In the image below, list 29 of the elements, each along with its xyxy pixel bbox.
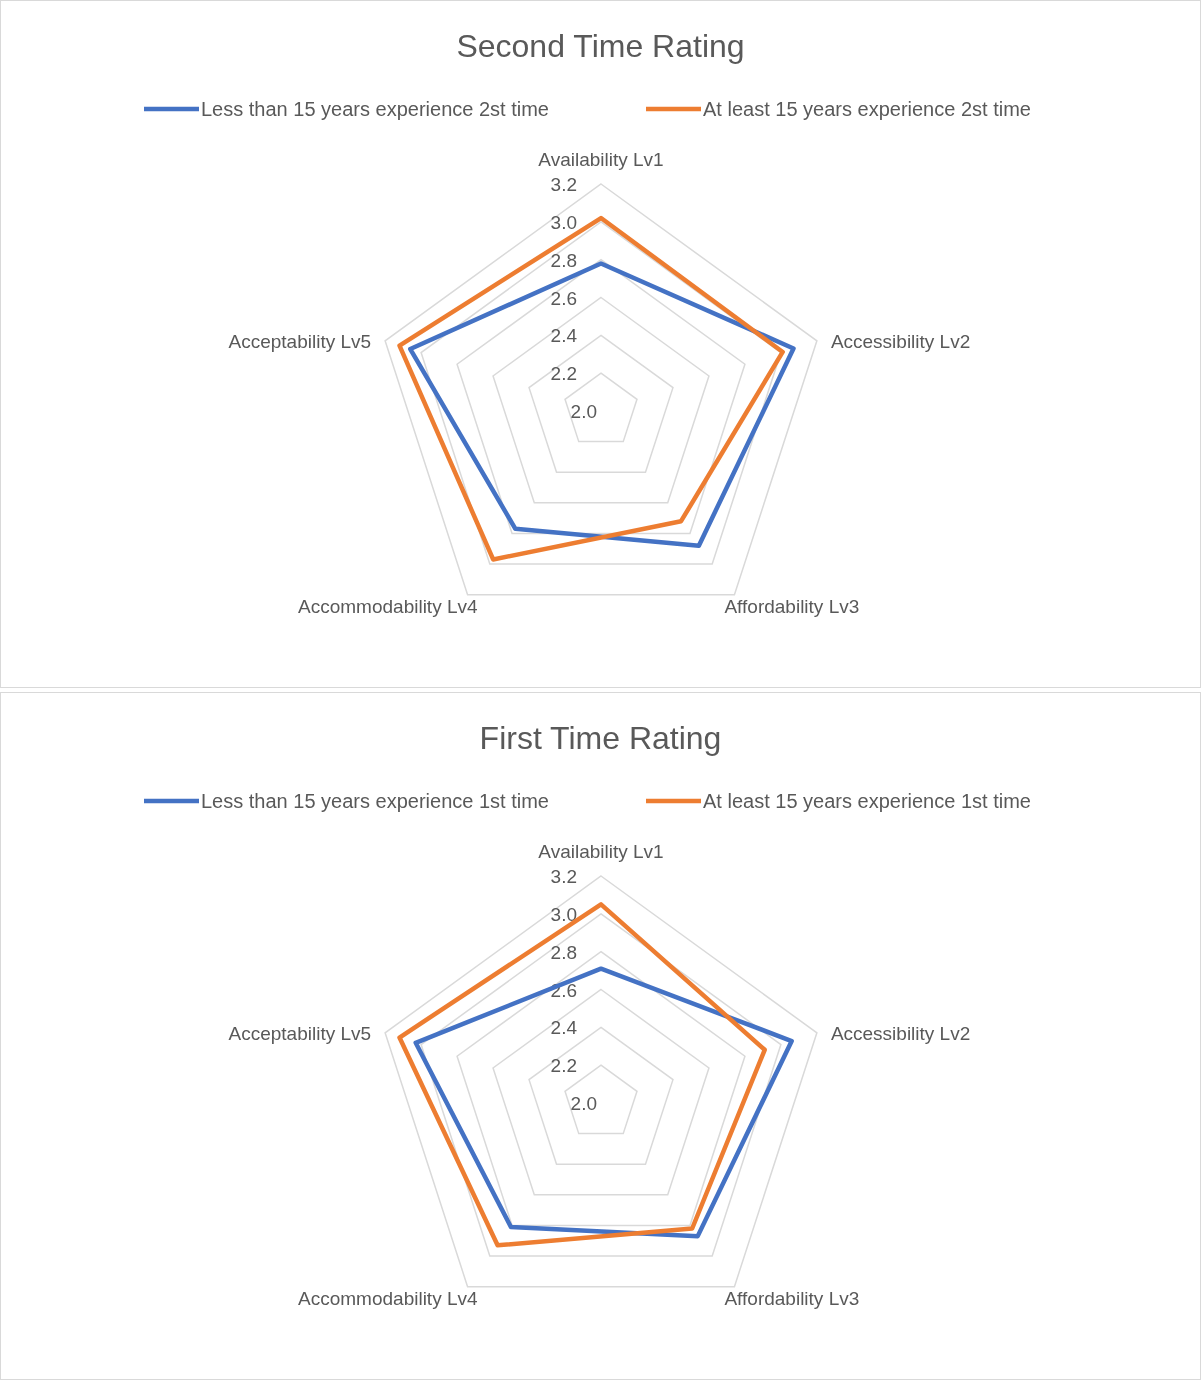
chart-title: Second Time Rating: [456, 28, 745, 64]
spoke-label: Affordability Lv3: [724, 595, 860, 617]
spoke-label: Acceptability Lv5: [228, 1022, 372, 1044]
y-tick-label: 2.4: [550, 1017, 578, 1039]
y-tick-label: 2.0: [570, 401, 597, 422]
y-tick-label: 2.8: [550, 941, 577, 963]
y-tick-label: 2.2: [550, 1055, 577, 1077]
y-tick-label: 2.6: [550, 287, 577, 309]
spoke-label: Availability Lv1: [538, 841, 664, 862]
spoke-label: Affordability Lv3: [724, 1287, 860, 1309]
y-tick-label: 2.8: [550, 249, 577, 271]
spoke-label: Accommodability Lv4: [298, 1287, 478, 1309]
spoke-label: Accessibility Lv2: [830, 330, 971, 352]
y-tick-label: 2.2: [550, 363, 577, 385]
y-tick-label: 3.0: [550, 903, 577, 925]
y-tick-label: 3.2: [550, 174, 577, 195]
y-tick-label: 2.4: [550, 325, 578, 347]
spoke-label: Accessibility Lv2: [830, 1022, 971, 1044]
legend-label: At least 15 years experience 2st time: [703, 98, 1031, 120]
y-tick-label: 3.0: [550, 211, 577, 233]
spoke-label: Availability Lv1: [538, 149, 664, 170]
legend-label: At least 15 years experience 1st time: [703, 790, 1031, 812]
y-tick-label: 3.2: [550, 866, 577, 887]
spoke-label: Acceptability Lv5: [228, 330, 372, 352]
spoke-label: Accommodability Lv4: [298, 595, 478, 617]
chart-title: First Time Rating: [479, 720, 722, 756]
legend-label: Less than 15 years experience 1st time: [201, 790, 549, 812]
y-tick-label: 2.0: [570, 1093, 597, 1114]
legend-label: Less than 15 years experience 2st time: [201, 98, 549, 120]
